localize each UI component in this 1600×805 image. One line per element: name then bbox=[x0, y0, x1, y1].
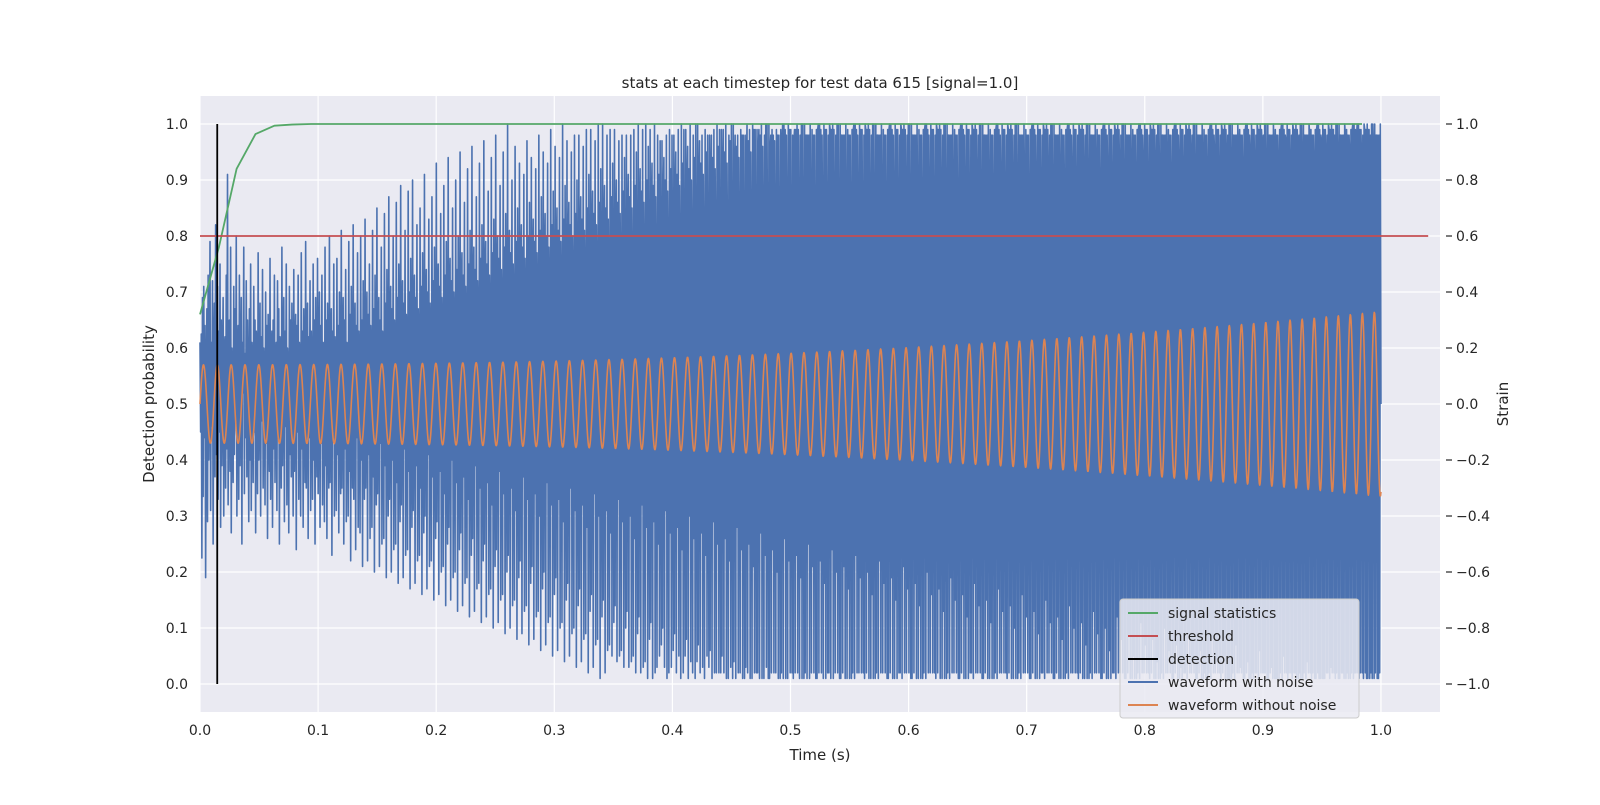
y-right-tick-label: 0.4 bbox=[1456, 285, 1478, 301]
y-right-tick-label: −0.8 bbox=[1456, 621, 1490, 637]
y-left-tick-label: 0.8 bbox=[166, 229, 188, 245]
y-left-tick-label: 0.6 bbox=[166, 341, 188, 357]
y-left-tick-label: 0.4 bbox=[166, 453, 188, 469]
legend-label-detection: detection bbox=[1168, 652, 1234, 668]
y-left-tick-label: 0.7 bbox=[166, 285, 188, 301]
x-tick-label: 0.3 bbox=[543, 723, 565, 739]
legend-label-signal-statistics: signal statistics bbox=[1168, 606, 1276, 622]
legend-item-waveform-without-noise: waveform without noise bbox=[1128, 698, 1336, 714]
y-right-tick-label: 1.0 bbox=[1456, 117, 1478, 133]
legend-label-waveform-with-noise: waveform with noise bbox=[1168, 675, 1313, 691]
x-tick-label: 0.7 bbox=[1016, 723, 1038, 739]
y-right-tick-label: 0.0 bbox=[1456, 397, 1478, 413]
y-right-tick-label: 0.6 bbox=[1456, 229, 1478, 245]
y-right-tick-label: 0.2 bbox=[1456, 341, 1478, 357]
y-right-tick-label: −1.0 bbox=[1456, 677, 1490, 693]
x-axis-label: Time (s) bbox=[789, 746, 851, 764]
x-tick-label: 0.8 bbox=[1134, 723, 1156, 739]
x-tick-label: 0.6 bbox=[897, 723, 919, 739]
axes-layer: 0.0 0.1 0.2 0.3 0.4 0.5 0.6 0.7 0.8 0.9 1.0 0.0 0.1 0… bbox=[166, 117, 1490, 739]
x-tick-label: 0.2 bbox=[425, 723, 447, 739]
x-tick-label: 0.4 bbox=[661, 723, 683, 739]
y-axis-label-right: Strain bbox=[1494, 382, 1512, 426]
x-tick-label: 0.0 bbox=[189, 723, 211, 739]
x-tick-label: 0.1 bbox=[307, 723, 329, 739]
y-left-tick-label: 0.9 bbox=[166, 173, 188, 189]
x-tick-label: 0.9 bbox=[1252, 723, 1274, 739]
x-tick-label: 0.5 bbox=[779, 723, 801, 739]
legend-item-signal-statistics: signal statistics bbox=[1128, 606, 1276, 622]
x-tick-label: 1.0 bbox=[1370, 723, 1392, 739]
legend-item-detection: detection bbox=[1128, 652, 1234, 668]
series-line-signal-statistics bbox=[199, 123, 1363, 315]
series-layer bbox=[199, 123, 1429, 684]
y-left-tick-label: 0.5 bbox=[166, 397, 188, 413]
legend-item-waveform-with-noise: waveform with noise bbox=[1128, 675, 1313, 691]
legend-label-waveform-without-noise: waveform without noise bbox=[1168, 698, 1336, 714]
legend: signal statistics threshold detection wa… bbox=[1119, 598, 1360, 719]
y-right-tick-label: −0.4 bbox=[1456, 509, 1490, 525]
y-left-tick-label: 0.2 bbox=[166, 565, 188, 581]
legend-box bbox=[1119, 598, 1360, 719]
y-left-tick-label: 0.3 bbox=[166, 509, 188, 525]
legend-item-threshold: threshold bbox=[1128, 629, 1234, 645]
y-left-tick-label: 1.0 bbox=[166, 117, 188, 133]
chart-title: stats at each timestep for test data 615… bbox=[622, 74, 1019, 92]
y-left-tick-label: 0.0 bbox=[166, 677, 188, 693]
legend-label-threshold: threshold bbox=[1168, 629, 1234, 645]
y-right-tick-label: −0.6 bbox=[1456, 565, 1490, 581]
y-right-tick-label: 0.8 bbox=[1456, 173, 1478, 189]
y-left-tick-label: 0.1 bbox=[166, 621, 188, 637]
series-line-waveform-without-noise bbox=[199, 311, 1382, 497]
series-line-waveform-with-noise bbox=[199, 123, 1382, 680]
y-right-tick-label: −0.2 bbox=[1456, 453, 1490, 469]
y-axis-label-left: Detection probability bbox=[140, 325, 158, 483]
